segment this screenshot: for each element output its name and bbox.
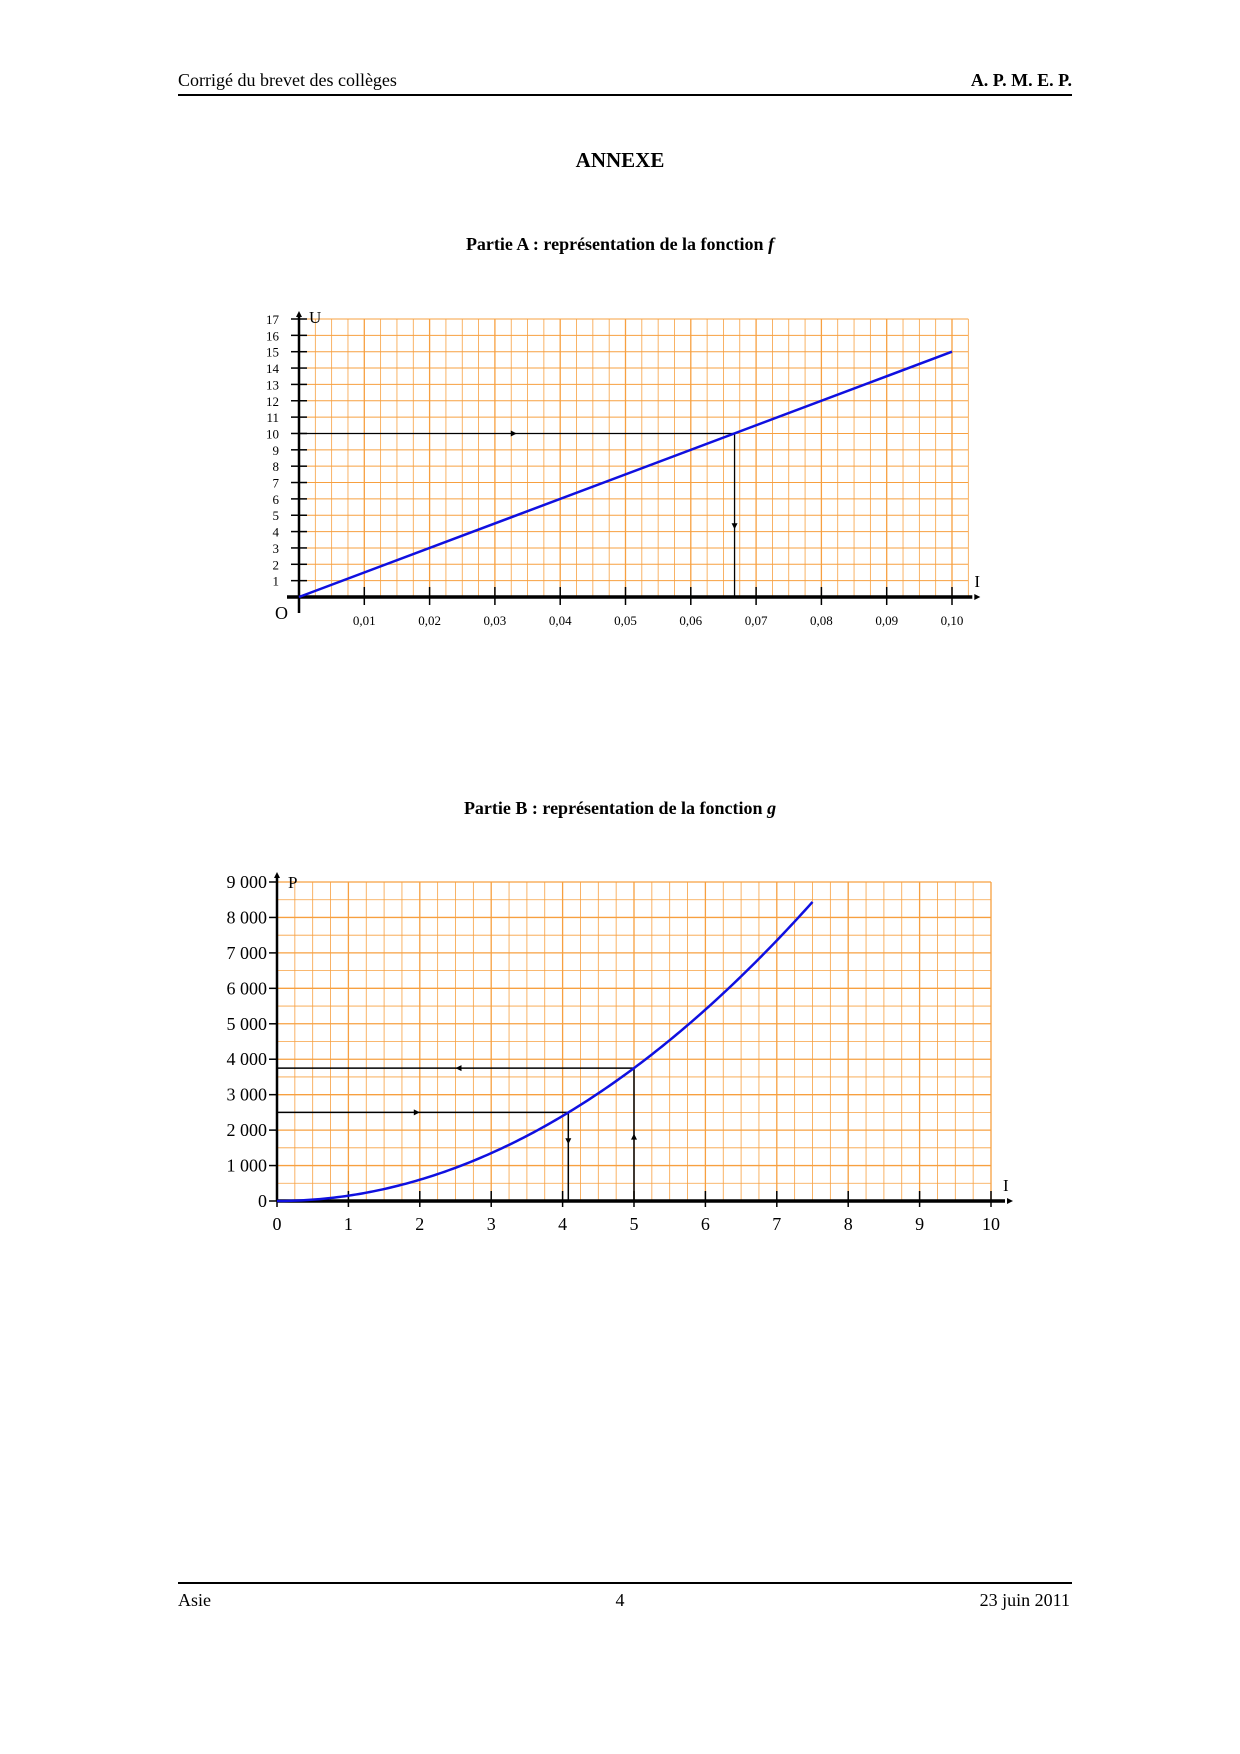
y-axis-label: U [309,308,321,327]
chart-b-function-name: g [767,798,777,818]
function-g-curve [276,901,814,1203]
y-tick-label: 12 [266,394,279,409]
footer-left: Asie [178,1590,211,1610]
y-tick-label: 1 000 [227,1156,268,1176]
footer-right: 23 juin 2011 [979,1590,1070,1610]
chart-a-title-text: Partie A : représentation de la fonction [465,234,764,254]
x-tick-label: 0,10 [941,613,964,628]
x-axis-arrow [974,594,981,600]
y-tick-label: 15 [266,345,279,360]
y-tick-label: 11 [266,410,279,425]
chart-a: 0,01 0,02 0,03 0,04 0,05 0,06 0,07 0,08 0,09 0,10… [266,308,981,628]
x-tick-label: 4 [558,1214,567,1234]
x-tick-label: 1 [344,1214,353,1234]
y-tick-label: 4 000 [227,1049,268,1069]
y-tick-label: 5 [273,508,280,523]
y-axis-arrow [274,872,280,878]
x-tick-label: 8 [844,1214,853,1234]
y-tick-label: 0 [258,1191,267,1211]
y-tick-label: 9 000 [227,872,268,892]
header-left: Corrigé du brevet des collèges [178,70,397,90]
y-tick-label: 8 000 [227,907,268,927]
y-axis-arrow [296,311,302,317]
y-tick-label: 14 [266,361,280,376]
construction-arrow [565,1138,572,1145]
construction-arrow [455,1065,462,1072]
y-tick-label: 6 [273,492,280,507]
x-tick-label: 7 [772,1214,781,1234]
header-rule [178,94,1072,96]
x-tick-label: 10 [982,1214,1000,1234]
construction-arrow [631,1133,637,1140]
x-tick-label: 2 [415,1214,424,1234]
x-tick-label: 0,03 [484,613,507,628]
y-tick-label: 13 [266,377,279,392]
y-tick-label: 9 [273,443,280,458]
x-tick-label: 0 [273,1214,282,1234]
y-tick-label: 6 000 [227,978,268,998]
y-tick-label: 4 [273,525,280,540]
x-axis-arrow [1007,1198,1013,1204]
x-axis-label: I [974,572,980,591]
y-tick-label: 1 [273,574,280,589]
chart-b-title: Partie B : représentation de la fonction… [0,798,1240,819]
x-tick-label: 0,02 [418,613,441,628]
x-tick-label: 0,08 [810,613,833,628]
x-axis-label: I [1003,1176,1009,1195]
function-f-line [298,350,953,599]
y-tick-label: 7 [273,476,280,491]
y-tick-label: 7 000 [227,943,268,963]
y-tick-label: 2 [273,557,280,572]
construction-arrow [510,430,517,437]
y-tick-label: 3 [273,541,280,556]
x-tick-label: 0,01 [353,613,376,628]
chart-b: 0 1 2 3 4 5 6 7 8 9 10 0 1 000 2 000 3 000 4 000 5 000 6 … [227,872,1013,1234]
footer-page-number: 4 [615,1590,625,1610]
chart-a-title: Partie A : représentation de la fonction… [0,234,1240,255]
page-title: ANNEXE [575,148,665,172]
x-tick-label: 0,04 [549,613,572,628]
y-axis-label: P [288,873,297,892]
construction-arrow [413,1109,420,1116]
origin-label: O [275,603,288,623]
y-tick-label: 2 000 [227,1120,268,1140]
y-tick-label: 17 [266,312,280,327]
x-tick-label: 3 [487,1214,496,1234]
y-tick-label: 5 000 [227,1014,268,1034]
header-right: A. P. M. E. P. [970,70,1072,90]
y-tick-label: 16 [266,328,280,343]
x-tick-label: 0,09 [875,613,898,628]
footer-rule [178,1582,1072,1584]
y-tick-label: 3 000 [227,1085,268,1105]
x-tick-label: 6 [701,1214,710,1234]
chart-a-function-name: f [768,234,775,254]
x-tick-label: 5 [630,1214,639,1234]
x-tick-label: 9 [915,1214,924,1234]
construction-line [277,1111,570,1201]
y-tick-label: 8 [273,459,280,474]
x-tick-label: 0,05 [614,613,637,628]
y-tick-label: 10 [266,426,279,441]
x-tick-label: 0,07 [745,613,768,628]
chart-b-title-text: Partie B : représentation de la fonction [463,798,763,818]
x-tick-label: 0,06 [679,613,702,628]
construction-arrow [731,523,738,530]
